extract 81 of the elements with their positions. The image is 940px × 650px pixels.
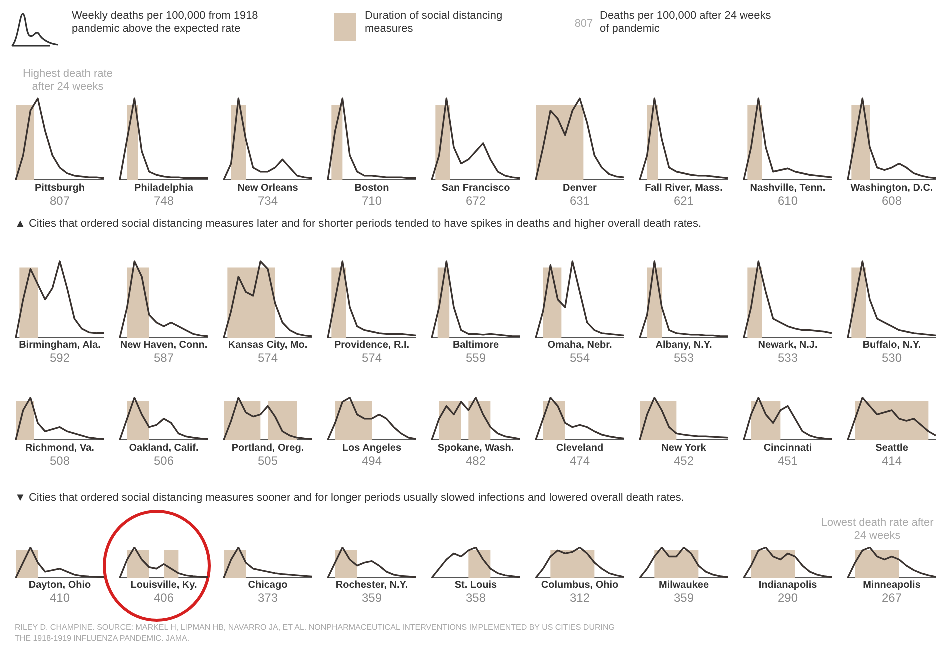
text: 290 xyxy=(776,591,800,605)
text: 710 xyxy=(360,194,384,208)
text: 530 xyxy=(880,351,904,365)
text: ▲ Cities that ordered social distancing measures later and for shorter periods tended to have spikes in deaths and higher overall death rates. xyxy=(15,218,703,231)
text: 451 xyxy=(776,454,800,468)
text: 482 xyxy=(464,454,488,468)
text: Cleveland xyxy=(555,443,605,454)
text: New Haven, Conn. xyxy=(119,340,209,351)
text: 672 xyxy=(464,194,488,208)
text: Rochester, N.Y. xyxy=(334,580,410,591)
text: Buffalo, N.Y. xyxy=(862,340,922,351)
text: Birmingham, Ala. xyxy=(18,340,102,351)
text: Albany, N.Y. xyxy=(654,340,714,351)
text: Columbus, Ohio xyxy=(540,580,620,591)
text: 359 xyxy=(672,591,696,605)
text: 474 xyxy=(568,454,592,468)
text: Minneapolis xyxy=(862,580,922,591)
text: Fall River, Mass. xyxy=(644,183,724,194)
text: 574 xyxy=(256,351,280,365)
text: Pittsburgh xyxy=(34,183,86,194)
text: 494 xyxy=(360,454,384,468)
text: 554 xyxy=(568,351,592,365)
text: 807 xyxy=(574,18,594,31)
text: Seattle xyxy=(874,443,910,454)
text: 359 xyxy=(360,591,384,605)
text: Louisville, Ky. xyxy=(130,580,198,591)
text: Newark, N.J. xyxy=(757,340,819,351)
text: Dayton, Ohio xyxy=(28,580,92,591)
text: Duration of social distancing measures xyxy=(365,10,504,36)
text: St. Louis xyxy=(454,580,498,591)
text: Kansas City, Mo. xyxy=(227,340,309,351)
text: Denver xyxy=(562,183,598,194)
text: New York xyxy=(660,443,708,454)
text: 631 xyxy=(568,194,592,208)
text: 559 xyxy=(464,351,488,365)
text: 734 xyxy=(256,194,280,208)
text: 553 xyxy=(672,351,696,365)
text: 587 xyxy=(152,351,176,365)
text: Richmond, Va. xyxy=(24,443,96,454)
text: 312 xyxy=(568,591,592,605)
text: 508 xyxy=(48,454,72,468)
text: Milwaukee xyxy=(658,580,710,591)
text: Philadelphia xyxy=(134,183,194,194)
text: 608 xyxy=(880,194,904,208)
text: Cincinnati xyxy=(762,443,814,454)
text: 406 xyxy=(152,591,176,605)
text: New Orleans xyxy=(236,183,300,194)
text: 373 xyxy=(256,591,280,605)
text: 621 xyxy=(672,194,696,208)
text: 267 xyxy=(880,591,904,605)
text: Boston xyxy=(354,183,390,194)
text: Nashville, Tenn. xyxy=(749,183,827,194)
text: 574 xyxy=(360,351,384,365)
text: Weekly deaths per 100,000 from 1918 pandemic above the expected rate xyxy=(72,10,260,36)
text: Providence, R.I. xyxy=(333,340,411,351)
text: Baltimore xyxy=(452,340,500,351)
text: 610 xyxy=(776,194,800,208)
text: 452 xyxy=(672,454,696,468)
text: San Francisco xyxy=(440,183,512,194)
text: Deaths per 100,000 after 24 weeks of pandemic xyxy=(600,10,772,36)
text: Oakland, Calif. xyxy=(128,443,200,454)
text: 414 xyxy=(880,454,904,468)
text: Lowest death rate after 24 weeks xyxy=(820,517,935,543)
text: Indianapolis xyxy=(758,580,818,591)
text: 592 xyxy=(48,351,72,365)
text: 410 xyxy=(48,591,72,605)
text: Chicago xyxy=(247,580,289,591)
text: 748 xyxy=(152,194,176,208)
text: 358 xyxy=(464,591,488,605)
text: 533 xyxy=(776,351,800,365)
text: Omaha, Nebr. xyxy=(546,340,614,351)
text: Highest death rate after 24 weeks xyxy=(22,68,114,94)
text: 505 xyxy=(256,454,280,468)
text: Los Angeles xyxy=(341,443,403,454)
text: ▼ Cities that ordered social distancing measures sooner and for longer periods usually slowed infections and lowered overall death rates. xyxy=(15,492,686,505)
text: 506 xyxy=(152,454,176,468)
text: Spokane, Wash. xyxy=(436,443,516,454)
text: Portland, Oreg. xyxy=(230,443,306,454)
text: Washington, D.C. xyxy=(850,183,934,194)
text: 807 xyxy=(48,194,72,208)
text: RILEY D. CHAMPINE. SOURCE: MARKEL H, LIPMAN HB, NAVARRO JA, ET AL. NONPHARMACEUTICAL INTERVENTIONS IMPLEMENTED BY US CITIES DURING THE 1918-1919 INFLUENZA PANDEMIC. JAMA. xyxy=(15,622,615,644)
